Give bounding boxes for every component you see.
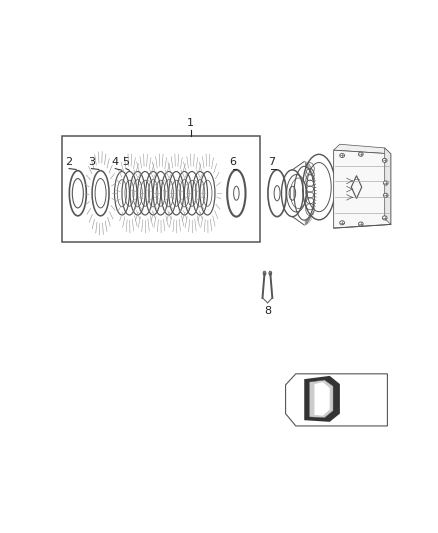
Polygon shape: [385, 148, 391, 224]
Ellipse shape: [382, 158, 387, 163]
Polygon shape: [334, 150, 391, 228]
Bar: [61, 136, 260, 243]
Ellipse shape: [358, 222, 363, 226]
Text: 6: 6: [230, 157, 237, 167]
Text: 4: 4: [112, 157, 119, 167]
Ellipse shape: [340, 154, 345, 158]
Text: 7: 7: [268, 157, 275, 167]
Text: 1: 1: [187, 118, 194, 127]
Ellipse shape: [383, 193, 388, 197]
Text: 5: 5: [123, 157, 130, 167]
Text: 2: 2: [65, 157, 73, 167]
Ellipse shape: [340, 221, 345, 225]
Polygon shape: [309, 380, 333, 418]
Ellipse shape: [383, 181, 388, 185]
Ellipse shape: [382, 216, 387, 220]
Text: 8: 8: [264, 306, 271, 316]
Ellipse shape: [263, 271, 266, 276]
Ellipse shape: [269, 271, 272, 276]
Polygon shape: [314, 382, 330, 416]
Polygon shape: [304, 376, 340, 422]
Text: 3: 3: [88, 157, 95, 167]
Ellipse shape: [358, 152, 363, 156]
Polygon shape: [334, 144, 391, 154]
